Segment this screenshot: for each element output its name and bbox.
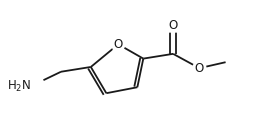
Text: O: O xyxy=(168,19,178,32)
Text: O: O xyxy=(195,62,204,75)
Text: O: O xyxy=(114,38,123,51)
Text: H$_2$N: H$_2$N xyxy=(7,78,31,94)
